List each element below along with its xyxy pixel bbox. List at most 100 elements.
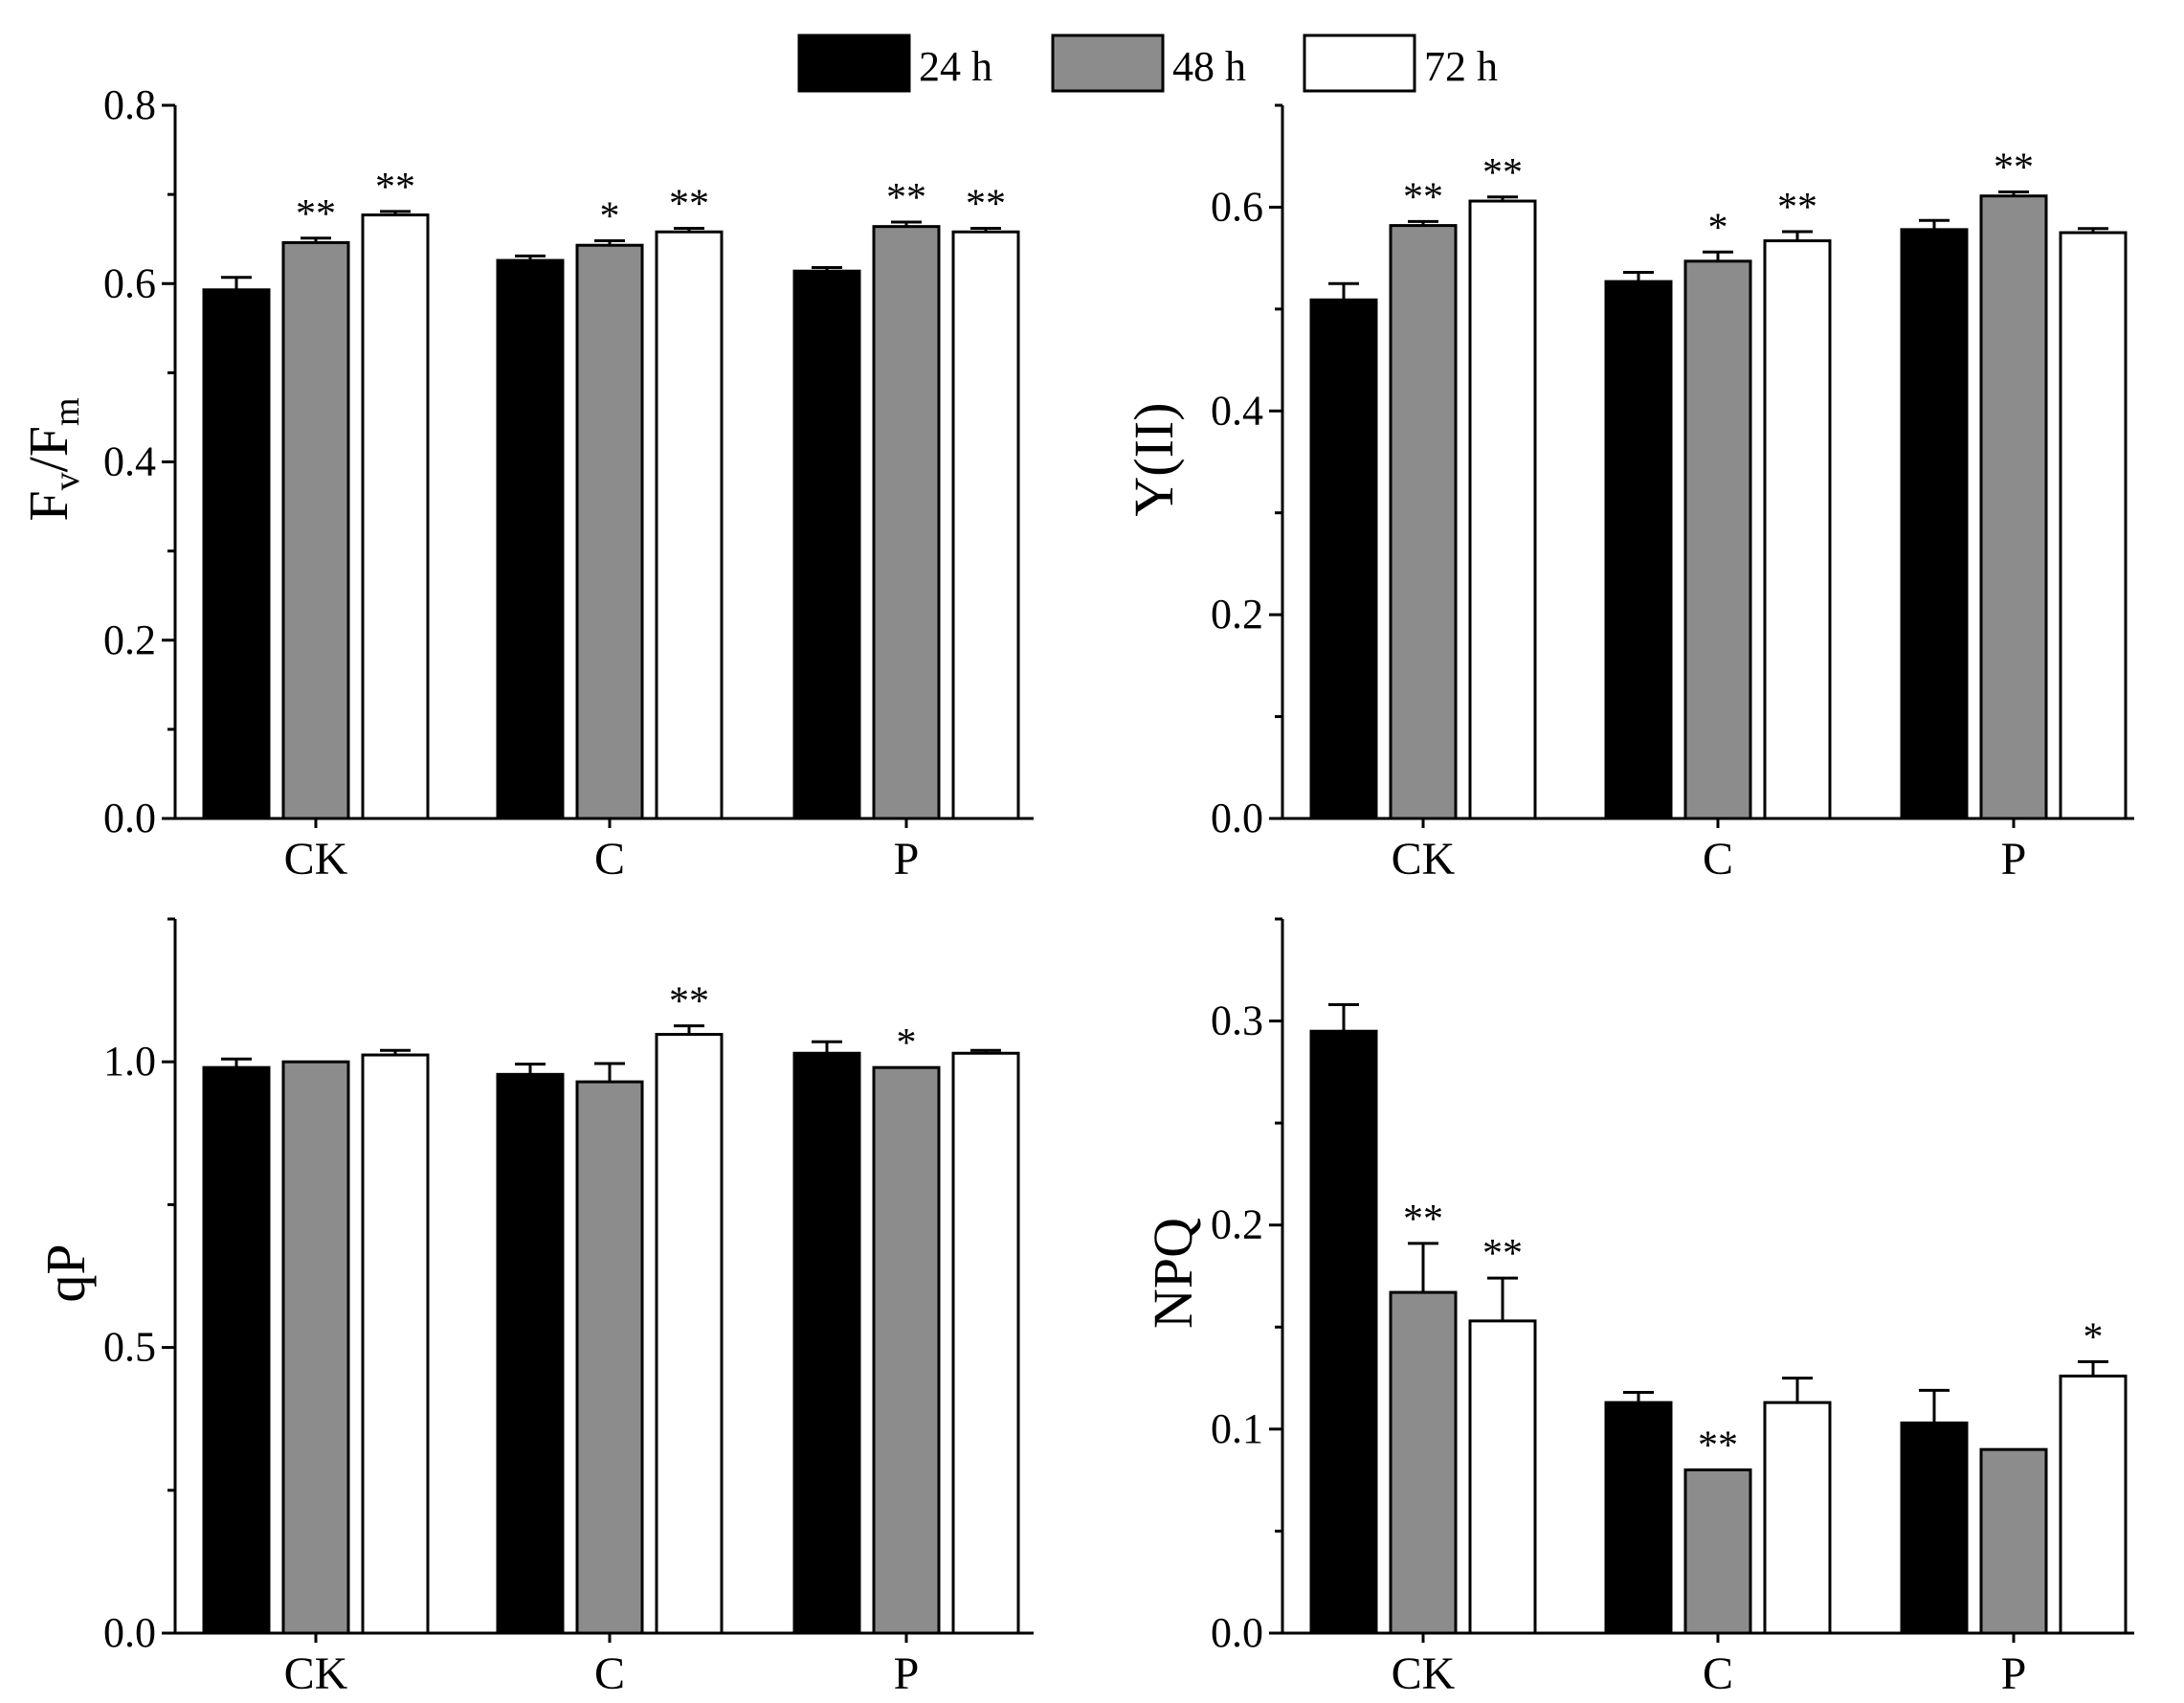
category-label-fvfm: CK	[284, 834, 348, 885]
category-label-fvfm: C	[594, 834, 625, 885]
bar-fvfm-48h-c	[575, 243, 644, 820]
bar-fvfm-72h-p	[951, 230, 1020, 820]
y-tick-label-fvfm: 0.2	[103, 616, 156, 663]
y-tick-label-fvfm: 0.8	[103, 81, 156, 128]
y-tick-label-fvfm: 0.0	[103, 795, 156, 841]
category-label-qp: P	[894, 1648, 920, 1699]
y-tick-label-npq: 0.3	[1211, 997, 1263, 1044]
significance-mark-fvfm: **	[669, 183, 709, 227]
bar-npq-72h-c	[1763, 1400, 1832, 1635]
ylabel-npq: NPQ	[1142, 1218, 1204, 1329]
y-tick-label-yii: 0.6	[1211, 183, 1263, 230]
y-tick-label-qp: 0.0	[103, 1609, 156, 1656]
bar-npq-48h-ck	[1389, 1290, 1458, 1635]
legend-label-72h: 72 h	[1424, 43, 1498, 90]
legend-label-24h: 24 h	[919, 43, 992, 90]
bar-yii-72h-ck	[1468, 199, 1537, 820]
category-label-npq: P	[2001, 1648, 2027, 1699]
legend: 24 h 48 h 72 h	[797, 34, 1498, 93]
significance-mark-yii: **	[1482, 151, 1523, 195]
bar-yii-48h-ck	[1389, 224, 1458, 820]
category-label-npq: C	[1703, 1648, 1733, 1699]
y-tick-label-fvfm: 0.6	[103, 259, 156, 306]
legend-swatch-24h	[797, 34, 911, 93]
significance-mark-fvfm: **	[886, 176, 926, 220]
bar-qp-48h-p	[872, 1065, 941, 1635]
significance-mark-npq: *	[2084, 1316, 2104, 1360]
bar-fvfm-48h-ck	[281, 240, 350, 820]
bar-fvfm-24h-p	[792, 269, 861, 820]
category-label-npq: CK	[1392, 1648, 1456, 1699]
significance-mark-fvfm: **	[375, 166, 415, 210]
bar-npq-24h-p	[1900, 1421, 1969, 1635]
bar-yii-72h-p	[2059, 231, 2128, 820]
bar-qp-72h-c	[655, 1033, 724, 1635]
significance-mark-npq: **	[1698, 1423, 1738, 1468]
y-tick-label-yii: 0.2	[1211, 591, 1263, 638]
bar-qp-48h-c	[575, 1080, 644, 1635]
bar-fvfm-24h-ck	[202, 288, 271, 820]
bar-qp-48h-ck	[281, 1060, 350, 1635]
bar-yii-24h-c	[1604, 280, 1673, 820]
bar-npq-24h-ck	[1309, 1029, 1378, 1635]
bar-npq-48h-c	[1683, 1468, 1752, 1635]
panel-yii: 0.00.20.40.6CK C P*********	[1211, 103, 2134, 885]
ylabel-qp: qP	[34, 1244, 97, 1302]
legend-item-48h: 48 h	[1051, 34, 1246, 93]
bar-qp-24h-ck	[202, 1065, 271, 1635]
ylabel-fvfm: Fv/Fm	[17, 397, 87, 521]
bar-yii-24h-p	[1900, 228, 1969, 820]
bar-fvfm-24h-c	[496, 258, 565, 820]
significance-mark-npq: **	[1403, 1198, 1443, 1242]
bar-npq-24h-c	[1604, 1400, 1673, 1635]
y-tick-label-qp: 1.0	[103, 1038, 156, 1085]
category-label-yii: P	[2001, 834, 2027, 885]
category-label-fvfm: P	[894, 834, 920, 885]
y-tick-label-npq: 0.2	[1211, 1201, 1263, 1248]
category-label-qp: C	[594, 1648, 625, 1699]
bar-qp-72h-p	[951, 1051, 1020, 1635]
bar-yii-48h-c	[1683, 259, 1752, 820]
legend-swatch-72h	[1303, 34, 1416, 93]
bar-qp-24h-c	[496, 1072, 565, 1635]
significance-mark-yii: **	[1403, 175, 1443, 219]
bar-yii-24h-ck	[1309, 298, 1378, 820]
ylabel-yii: Y(II)	[1123, 402, 1185, 516]
significance-mark-yii: *	[1708, 206, 1728, 250]
category-label-qp: CK	[284, 1648, 348, 1699]
significance-mark-yii: **	[1777, 186, 1817, 230]
significance-mark-yii: **	[1994, 146, 2034, 190]
y-tick-label-fvfm: 0.4	[103, 438, 156, 485]
y-tick-label-npq: 0.0	[1211, 1609, 1263, 1656]
significance-mark-fvfm: *	[600, 195, 620, 239]
bar-npq-72h-p	[2059, 1374, 2128, 1635]
bar-npq-72h-ck	[1468, 1319, 1537, 1635]
category-label-yii: C	[1703, 834, 1733, 885]
significance-mark-fvfm: **	[966, 183, 1006, 227]
legend-item-72h: 72 h	[1303, 34, 1498, 93]
significance-mark-qp: **	[669, 980, 709, 1024]
y-tick-label-yii: 0.4	[1211, 387, 1263, 434]
bar-qp-24h-p	[792, 1051, 861, 1635]
significance-mark-fvfm: **	[296, 192, 336, 236]
y-tick-label-yii: 0.0	[1211, 795, 1263, 841]
bar-fvfm-48h-p	[872, 225, 941, 820]
y-tick-label-qp: 0.5	[103, 1324, 156, 1371]
bar-fvfm-72h-ck	[361, 213, 430, 820]
bar-npq-48h-p	[1979, 1447, 2048, 1635]
bar-yii-48h-p	[1979, 194, 2048, 820]
bar-yii-72h-c	[1763, 239, 1832, 820]
category-label-yii: CK	[1392, 834, 1456, 885]
bar-qp-72h-ck	[361, 1053, 430, 1635]
significance-mark-npq: **	[1482, 1232, 1523, 1276]
legend-label-48h: 48 h	[1172, 43, 1246, 90]
y-tick-label-npq: 0.1	[1211, 1405, 1263, 1452]
legend-item-24h: 24 h	[797, 34, 992, 93]
bar-fvfm-72h-c	[655, 230, 724, 820]
panel-fvfm: 0.00.20.40.60.8CK C P** * **** ** **	[103, 81, 1034, 885]
panel-qp: 0.00.51.0CK C P***	[103, 917, 1034, 1699]
panel-npq: 0.00.10.20.3CK C P*******	[1211, 917, 2134, 1699]
significance-mark-qp: *	[897, 1021, 917, 1065]
legend-swatch-48h	[1051, 34, 1165, 93]
